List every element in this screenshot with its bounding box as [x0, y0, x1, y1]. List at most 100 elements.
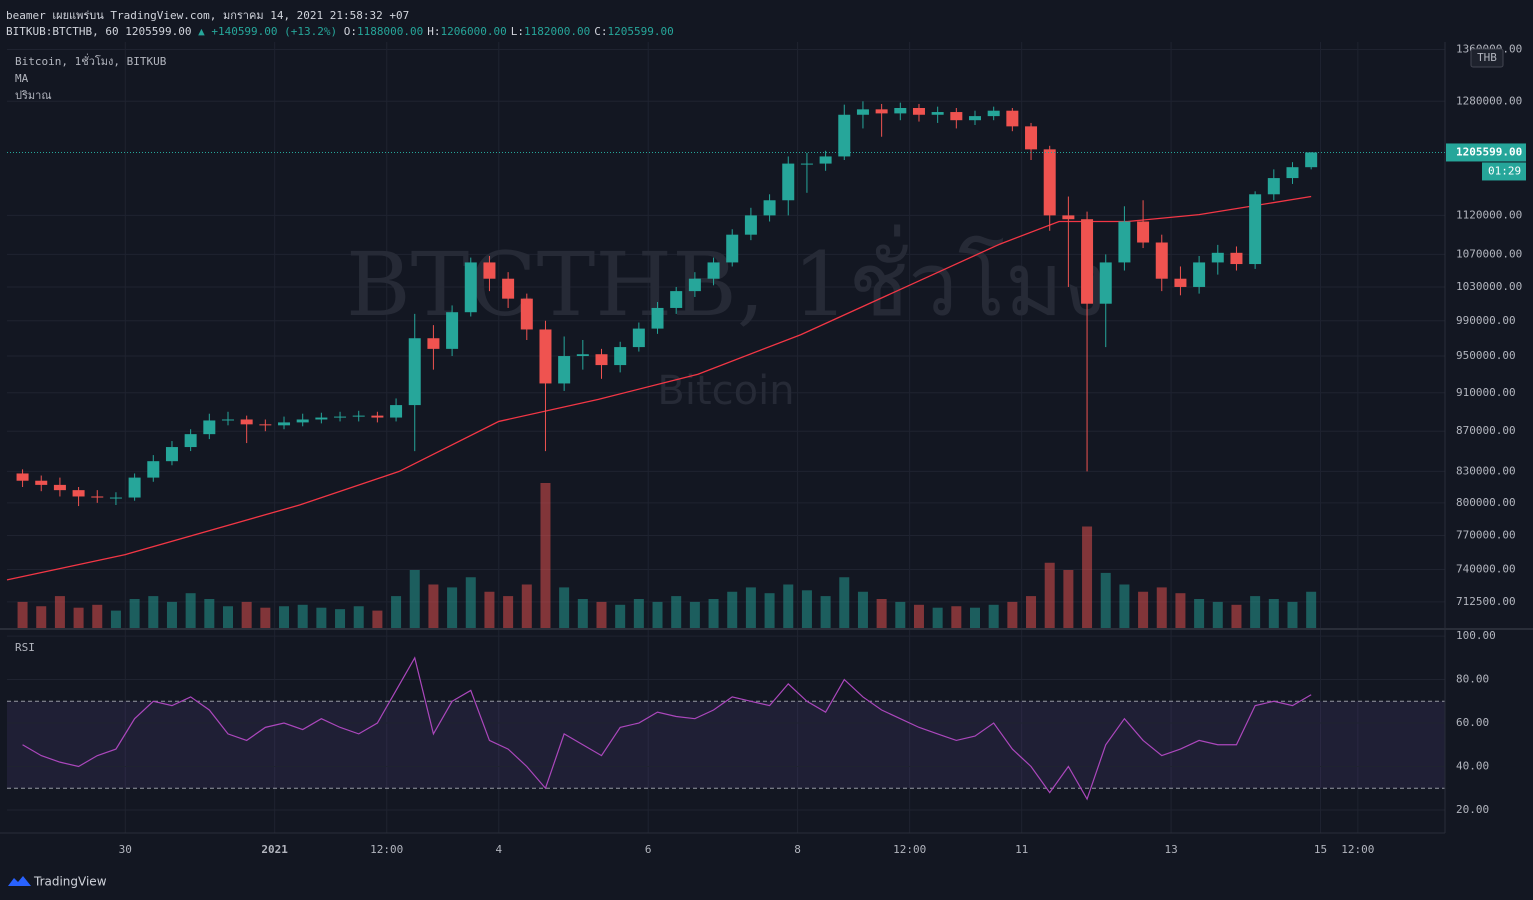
ohlc-value: 1182000.00	[524, 25, 591, 38]
candle-body	[912, 108, 925, 115]
x-tick-label: 13	[1164, 843, 1177, 856]
volume-bar	[970, 607, 981, 628]
candle-body	[614, 347, 627, 366]
x-tick-label: 4	[495, 843, 502, 856]
volume-bar	[73, 607, 84, 628]
candle-body	[334, 416, 347, 418]
rsi-tick-label: 40.00	[1456, 759, 1489, 772]
y-tick-label: 712500.00	[1456, 595, 1516, 608]
symbol: BITKUB:BTCTHB, 60	[6, 25, 119, 38]
volume-bar	[895, 601, 906, 628]
ohlc-label: L:	[510, 25, 524, 38]
candle-body	[856, 109, 869, 115]
candle-body	[1211, 252, 1224, 263]
candle-body	[987, 110, 1000, 117]
legend-entry: MA	[15, 72, 29, 85]
volume-bar	[1100, 572, 1111, 628]
ohlc-value: 1205599.00	[607, 25, 674, 38]
volume-bar	[1175, 593, 1186, 628]
rsi-tick-label: 60.00	[1456, 716, 1489, 729]
volume-bar	[633, 599, 644, 628]
y-tick-label: 1070000.00	[1456, 247, 1522, 260]
author-line: beamer เผยแพร่บน TradingView.com, มกราคม…	[6, 9, 410, 22]
volume-bar	[204, 599, 215, 628]
logo	[8, 876, 31, 886]
y-tick-label: 770000.00	[1456, 529, 1516, 542]
candle-body	[221, 419, 234, 421]
candle-body	[128, 477, 141, 498]
candle-body	[1099, 262, 1112, 304]
candle-body	[464, 262, 477, 313]
candle-body	[558, 356, 571, 384]
candle-body	[390, 405, 403, 418]
volume-bar	[764, 593, 775, 628]
ma-line	[6, 195, 1312, 581]
candle-body	[1286, 167, 1299, 179]
candle-body	[352, 415, 365, 417]
y-tick-label: 1120000.00	[1456, 208, 1522, 221]
ohlc-label: C:	[594, 25, 608, 38]
candle-body	[838, 114, 851, 157]
volume-bar	[148, 596, 159, 628]
volume-bar	[596, 601, 607, 628]
candle-body	[91, 496, 104, 498]
volume-bar	[540, 483, 551, 628]
rsi-line	[22, 656, 1312, 801]
candle-body	[800, 163, 813, 165]
countdown-tag	[1482, 162, 1526, 181]
volume-bar	[820, 596, 831, 628]
y-tick-label: 870000.00	[1456, 424, 1516, 437]
candle-body	[950, 112, 963, 121]
volume-bar	[447, 587, 458, 628]
watermark-subtitle: Bitcoin	[657, 368, 794, 414]
legend-entry: Bitcoin, 1ชั่วโมง, BITKUB	[15, 53, 167, 68]
volume-bar	[1250, 596, 1261, 628]
candle-body	[1230, 252, 1243, 265]
candle-body	[969, 116, 982, 121]
legend-entry: ปริมาณ	[15, 89, 52, 102]
volume-bar	[876, 599, 887, 628]
volume-bar	[1044, 562, 1055, 628]
volume-bar	[185, 593, 196, 628]
candle-body	[875, 109, 888, 114]
volume-bar	[260, 607, 271, 628]
x-tick-label: 6	[645, 843, 652, 856]
volume-bar	[913, 604, 924, 628]
volume-bar	[279, 606, 290, 628]
volume-bar	[801, 590, 812, 628]
price: 1205599.00	[125, 25, 192, 38]
candle-body	[1193, 262, 1206, 287]
volume-bar	[129, 599, 140, 628]
candle-body	[1155, 242, 1168, 279]
candle-body	[371, 415, 384, 418]
volume-bar	[1026, 596, 1037, 628]
candle-body	[1025, 126, 1038, 150]
ohlc-value: 1206000.00	[440, 25, 507, 38]
y-tick-label: 1280000.00	[1456, 94, 1522, 107]
candle-body	[502, 278, 515, 299]
volume-bar	[372, 610, 383, 628]
volume-bar	[110, 610, 121, 628]
currency: THB	[1477, 51, 1497, 64]
candle-body	[1305, 152, 1318, 168]
ohlc-value: 1188000.00	[357, 25, 424, 38]
symbol-line: BITKUB:BTCTHB, 60 1205599.00 ▲ +140599.0…	[6, 25, 678, 38]
volume-bar	[1268, 599, 1279, 628]
candle-body	[520, 298, 533, 330]
candle-body	[446, 312, 459, 349]
candle-body	[1081, 219, 1094, 304]
candle-body	[240, 419, 253, 425]
candle-body	[408, 338, 421, 406]
y-tick-label: 830000.00	[1456, 464, 1516, 477]
volume-bar	[708, 599, 719, 628]
candle-body	[1006, 110, 1019, 127]
volume-bar	[521, 584, 532, 628]
volume-bar	[316, 607, 327, 628]
candle-body	[539, 329, 552, 384]
ohlc: O:1188000.00 H:1206000.00 L:1182000.00 C:12…	[344, 25, 678, 38]
candle-body	[1137, 221, 1150, 243]
volume-bar	[951, 606, 962, 628]
x-tick-label: 11	[1015, 843, 1028, 856]
